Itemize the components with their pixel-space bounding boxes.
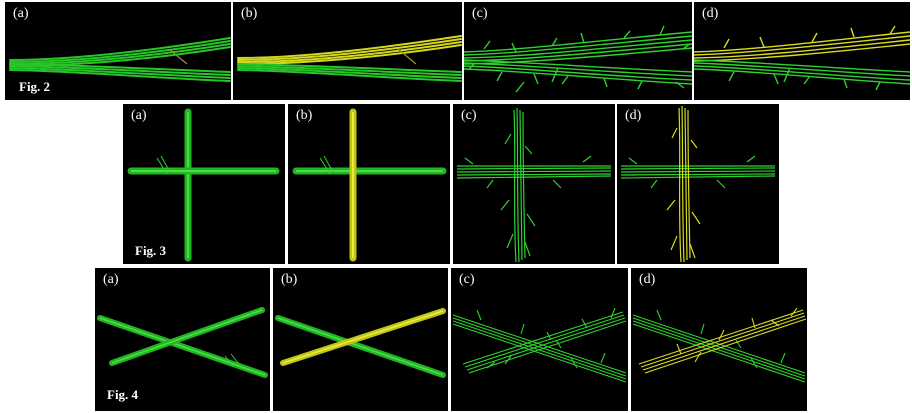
fig2-panel-b-label: (b) [241, 6, 258, 21]
fig4-panel-b-label: (b) [281, 272, 298, 287]
fig4-panel-c: (c) [451, 268, 628, 411]
fig3-panel-d: (d) [617, 104, 779, 264]
fig3-panel-a-label: (a) [131, 108, 147, 123]
fig4-panel-d-label: (d) [639, 272, 656, 287]
fig2-d-tract [694, 25, 910, 91]
fig2-panel-d: (d) [694, 2, 910, 100]
fig4-panel-a: (a) Fig. 4 [95, 268, 270, 411]
fig3-panel-d-label: (d) [625, 108, 642, 123]
fig2-panel-c: (c) [464, 2, 692, 100]
fig3-a-tract [127, 108, 280, 262]
fig3-panel-a: (a) Fig. 3 [123, 104, 285, 264]
fig4-panel-a-label: (a) [103, 272, 119, 287]
fig3-c-tract [456, 107, 612, 263]
fig3-panel-b-label: (b) [296, 108, 313, 123]
fig4-panel-b: (b) [273, 268, 448, 411]
fig3-d-tract [620, 105, 776, 263]
fig3-panel-b: (b) [288, 104, 450, 264]
fig2-panel-c-label: (c) [472, 6, 488, 21]
fig2-panel-b: (b) [233, 2, 462, 100]
fig4-panel-d: (d) [631, 268, 807, 411]
fig3-caption: Fig. 3 [135, 243, 167, 258]
fig3-panel-c-label: (c) [461, 108, 477, 123]
fig4-a-tract [97, 307, 268, 378]
fig4-c-tract [452, 307, 627, 383]
fig4-d-tract [632, 307, 807, 383]
fig2-panel-a: (a) Fig. 2 [5, 2, 231, 100]
fig2-c-tract [464, 25, 692, 93]
fig2-panel-a-label: (a) [13, 6, 29, 21]
fig2-b-tract [237, 35, 462, 82]
fig4-b-tract [275, 308, 446, 378]
fig4-panel-c-label: (c) [459, 272, 475, 287]
fig2-caption: Fig. 2 [19, 79, 51, 94]
fig4-caption: Fig. 4 [107, 387, 139, 402]
fig3-b-tract [292, 108, 447, 262]
fig2-panel-d-label: (d) [702, 6, 719, 21]
fig3-panel-c: (c) [453, 104, 615, 264]
fig2-a-tract [9, 37, 231, 82]
